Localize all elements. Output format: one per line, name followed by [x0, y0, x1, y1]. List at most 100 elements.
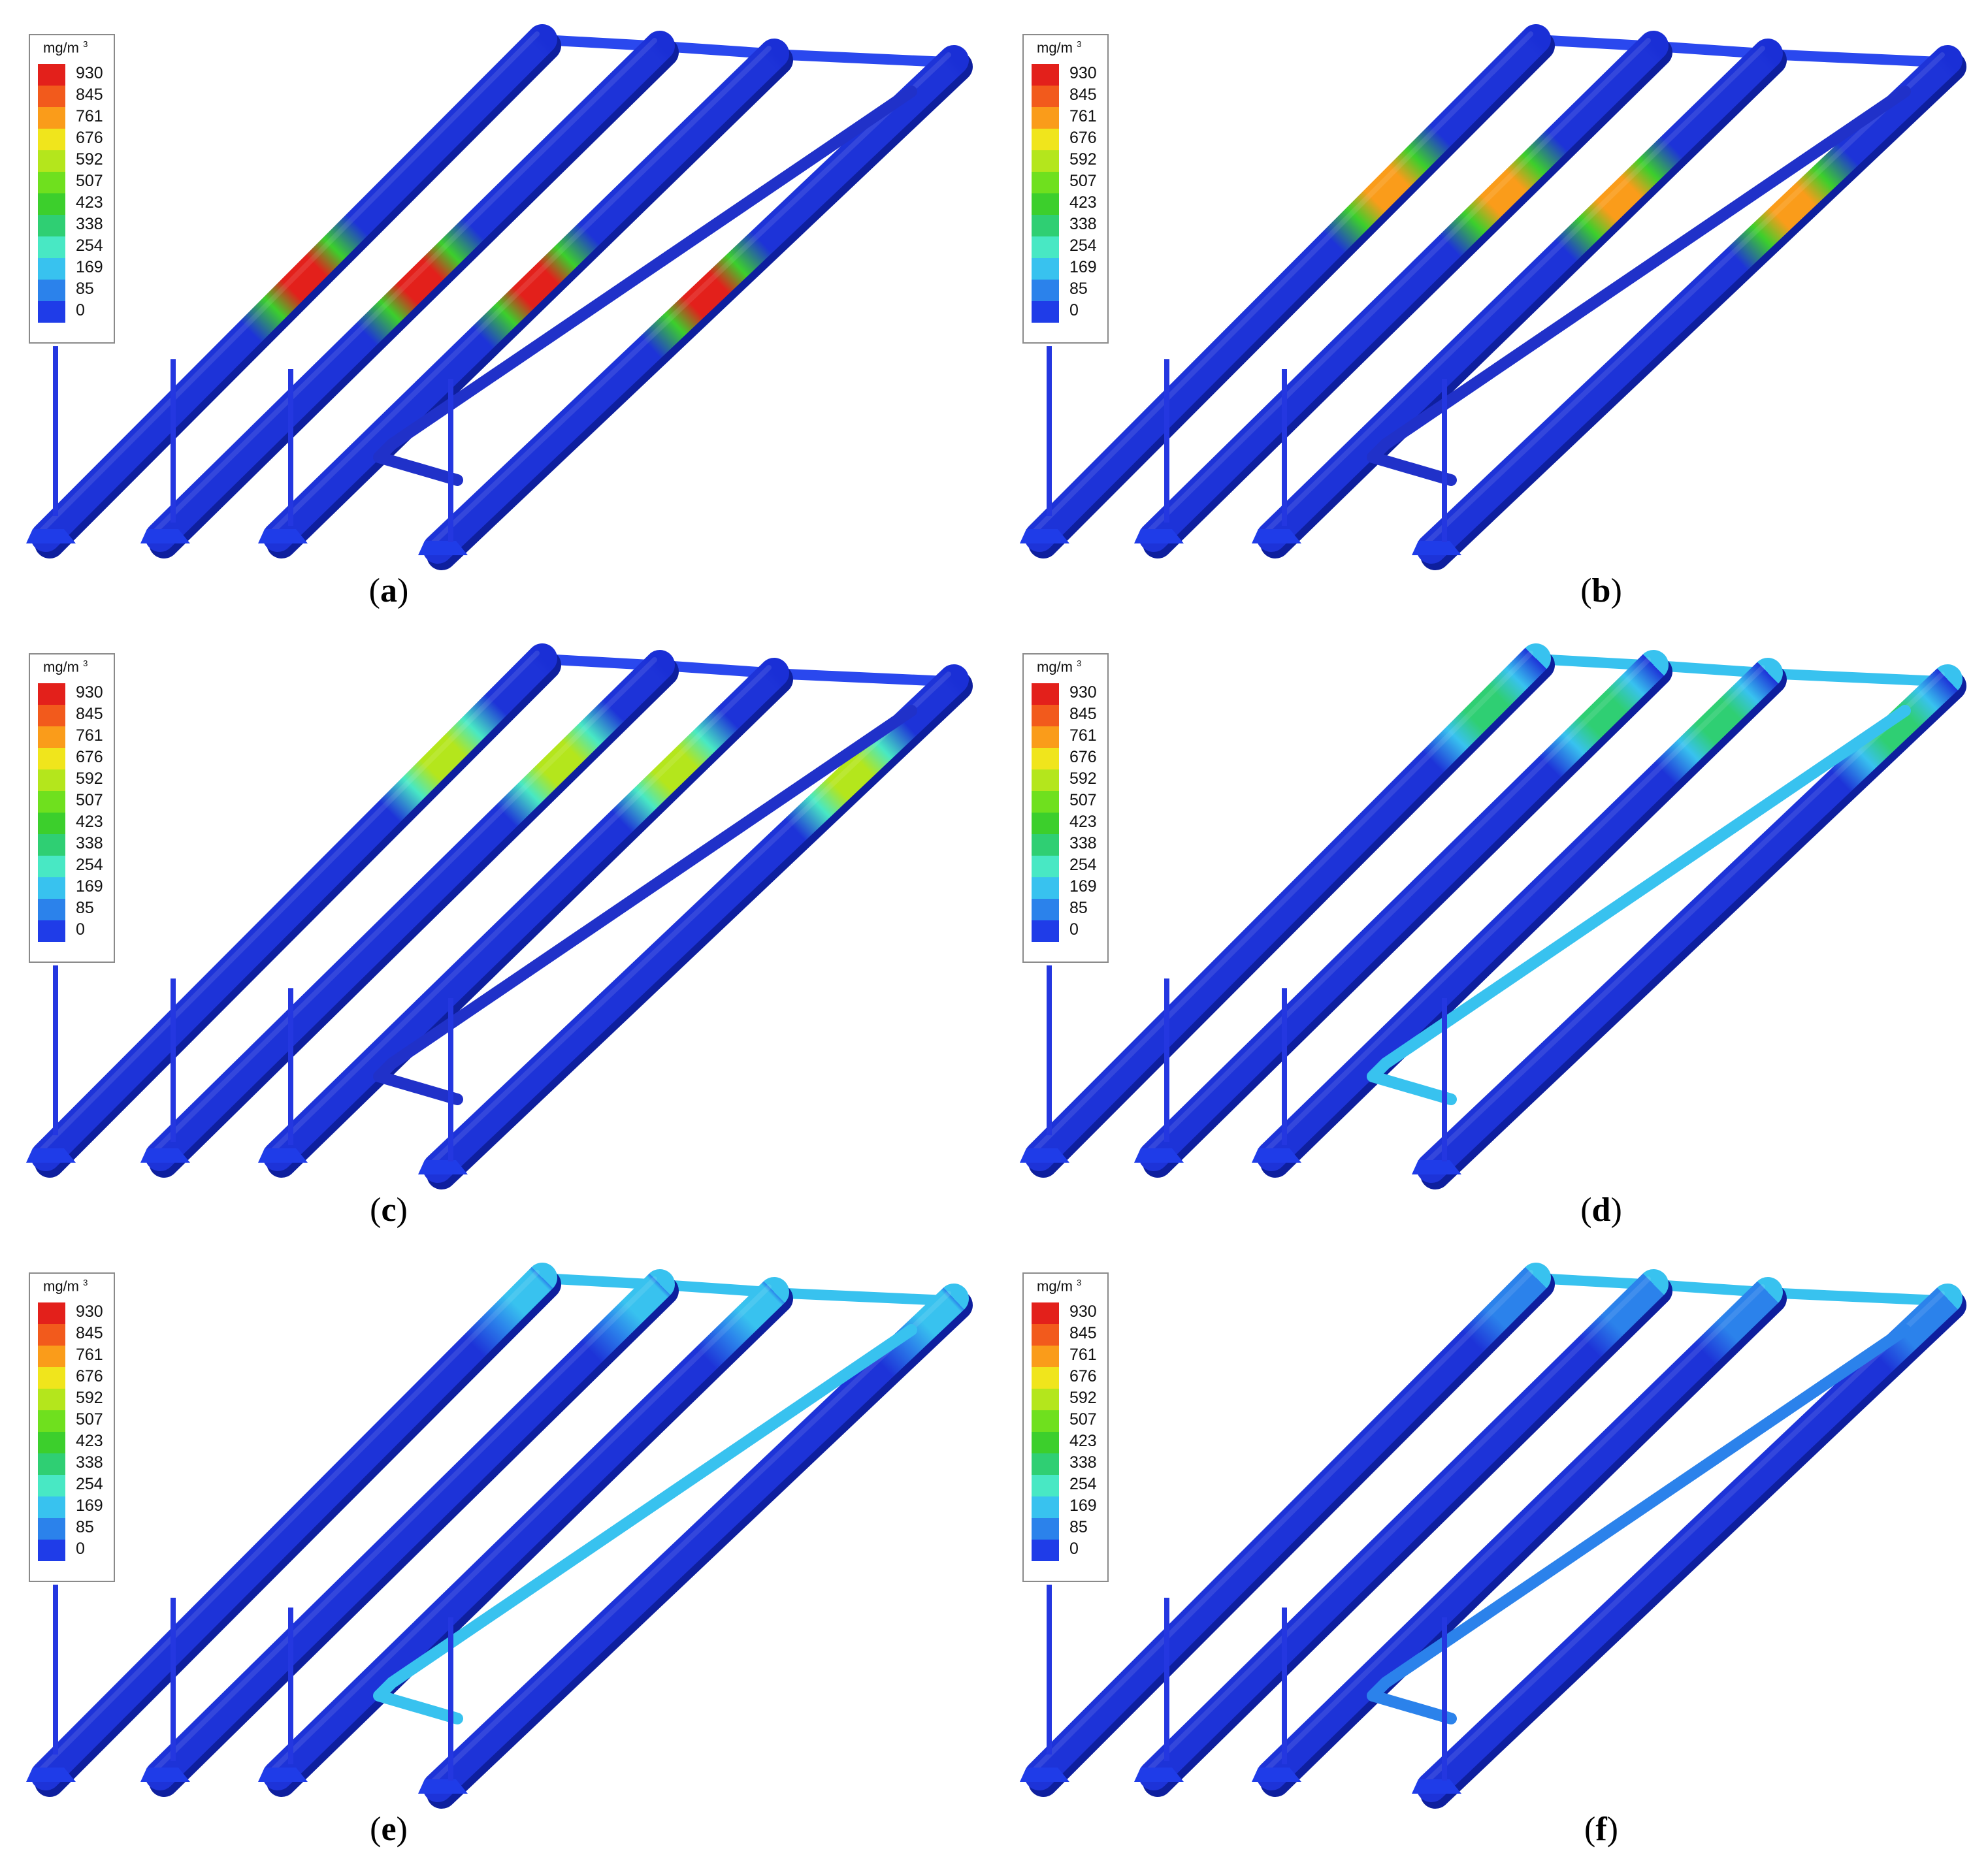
legend-swatch: [1032, 86, 1059, 107]
panel-c: mg/m 3 930 845 761 676 592 507 423 338 254 169 85 0 (…: [0, 619, 994, 1238]
legend-value-label: 423: [1069, 1432, 1097, 1450]
legend-swatch: [1032, 280, 1059, 301]
legend-value-label: 592: [1069, 769, 1097, 788]
duct-pipe: [418, 664, 973, 1189]
pipe-network-render-d: [1020, 643, 1966, 1189]
legend-value-label: 761: [1069, 1346, 1097, 1364]
legend-swatch: [38, 236, 65, 258]
legend-unit-exponent: 3: [1077, 39, 1082, 49]
legend-value-label: 845: [1069, 1324, 1097, 1342]
caption-letter: e: [381, 1811, 397, 1848]
pipe-network-render-f: [1020, 1263, 1966, 1809]
legend-value-label: 254: [76, 1475, 103, 1493]
pipe-network-render-e: [26, 1263, 973, 1809]
legend-value-label: 930: [76, 64, 103, 82]
legend-swatch: [38, 748, 65, 769]
pipe-inlet-face: [418, 1160, 468, 1174]
duct-pipe: [1252, 39, 1787, 558]
legend-value-label: 507: [76, 1410, 103, 1429]
caption-letter: d: [1591, 1191, 1611, 1229]
legend-value-label: 338: [76, 1453, 103, 1472]
legend-swatch: [38, 280, 65, 301]
legend-swatch: [38, 258, 65, 280]
legend-swatch: [38, 920, 65, 942]
pipe-inlet-face: [1134, 529, 1184, 543]
legend-swatch: [1032, 64, 1059, 86]
caption-close-paren: ): [396, 1191, 408, 1229]
caption-letter: f: [1595, 1811, 1607, 1848]
legend-swatch: [38, 107, 65, 129]
legend-value-label: 85: [76, 280, 94, 298]
pipe-inlet-face: [26, 1768, 76, 1782]
legend-value-label: 845: [1069, 705, 1097, 723]
caption-open-paren: (: [368, 572, 380, 609]
legend-value-label: 676: [1069, 1367, 1097, 1385]
legend-value-label: 676: [76, 748, 103, 766]
duct-pipe: [1020, 24, 1555, 558]
pipe-inlet-face: [140, 529, 190, 543]
pipe-inlet-face: [1412, 1779, 1461, 1794]
legend-swatch: [1032, 1453, 1059, 1475]
color-legend: mg/m 3 930 845 761 676 592 507 423 338 254 169 85 0: [29, 1272, 115, 1582]
legend-unit-exponent: 3: [83, 39, 88, 49]
duct-pipe: [1134, 1269, 1672, 1797]
legend-swatch: [38, 856, 65, 877]
legend-value-label: 930: [1069, 1302, 1097, 1321]
legend-swatch: [1032, 683, 1059, 705]
legend-value-label: 676: [76, 129, 103, 147]
legend-swatch: [38, 1324, 65, 1346]
duct-pipe: [418, 45, 973, 570]
caption-close-paren: ): [397, 572, 409, 609]
panel-a: mg/m 3 930 845 761 676 592 507 423 338 254 169 85 0 (…: [0, 0, 994, 619]
legend-value-label: 761: [1069, 107, 1097, 125]
duct-pipe: [140, 650, 679, 1178]
rear-crossbar-pipe: [550, 655, 966, 687]
legend-value-label: 930: [1069, 64, 1097, 82]
pipe-inlet-face: [1252, 1148, 1301, 1163]
legend-value-label: 845: [76, 1324, 103, 1342]
legend-swatch: [1032, 258, 1059, 280]
panel-caption: (c): [323, 1191, 454, 1229]
legend-value-label: 592: [76, 769, 103, 788]
pipe-inlet-face: [258, 1768, 308, 1782]
legend-value-label: 254: [1069, 856, 1097, 874]
legend-value-label: 676: [76, 1367, 103, 1385]
legend-value-label: 0: [76, 920, 85, 939]
legend-value-label: 592: [76, 150, 103, 169]
rear-crossbar-pipe: [550, 1274, 966, 1306]
duct-pipe: [26, 1263, 561, 1797]
legend-value-label: 507: [76, 172, 103, 190]
legend-swatch: [1032, 813, 1059, 834]
panel-caption: (d): [1536, 1191, 1667, 1229]
legend-swatch: [1032, 856, 1059, 877]
diagonal-branch-pipe: [373, 705, 917, 1105]
pipe-network-render-b: [1020, 24, 1966, 570]
caption-open-paren: (: [370, 1811, 382, 1848]
legend-swatch: [38, 1540, 65, 1561]
caption-close-paren: ): [396, 1811, 408, 1848]
legend-swatch: [1032, 1475, 1059, 1496]
caption-close-paren: ): [1610, 1191, 1622, 1229]
panel-caption: (b): [1536, 572, 1667, 610]
caption-close-paren: ): [1610, 572, 1622, 609]
caption-letter: c: [381, 1191, 397, 1229]
legend-value-label: 85: [1069, 1518, 1088, 1536]
legend-swatch: [38, 193, 65, 215]
duct-pipe: [1412, 45, 1966, 570]
legend-unit-text: mg/m: [1037, 1278, 1077, 1295]
duct-pipe: [140, 31, 679, 558]
legend-swatch: [1032, 301, 1059, 323]
legend-swatch: [38, 1389, 65, 1410]
legend-swatch: [1032, 1496, 1059, 1518]
rear-crossbar-pipe: [1544, 655, 1959, 687]
legend-swatch: [1032, 748, 1059, 769]
panel-caption: (f): [1536, 1810, 1667, 1849]
legend-swatch: [38, 1453, 65, 1475]
legend-swatch: [38, 1432, 65, 1453]
legend-value-label: 169: [1069, 1496, 1097, 1515]
panel-b: mg/m 3 930 845 761 676 592 507 423 338 254 169 85 0 (…: [994, 0, 1987, 619]
diagonal-branch-pipe: [1367, 705, 1911, 1105]
legend-swatch: [38, 899, 65, 920]
legend-value-label: 423: [76, 193, 103, 212]
legend-value-label: 507: [76, 791, 103, 809]
